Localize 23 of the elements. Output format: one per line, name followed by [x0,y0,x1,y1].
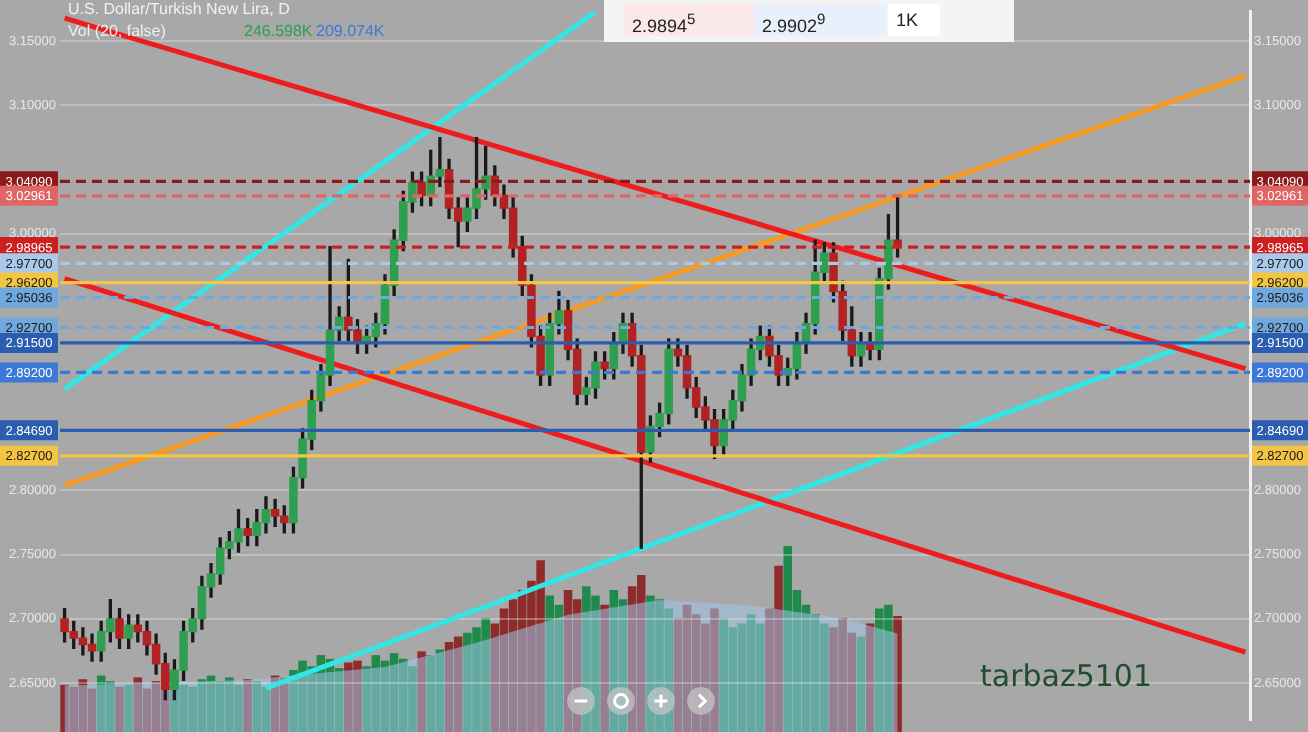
bar [856,636,866,732]
bar [133,677,143,732]
annotation: 209.074K [316,22,385,42]
bar [380,660,390,732]
bar [124,684,133,732]
bar [206,675,216,732]
price-field: 2.9894$^{5}$ [624,4,756,36]
bar [252,681,262,732]
bar [417,651,426,732]
bar [243,679,252,732]
bar [600,604,609,732]
bar [865,623,875,732]
price-field: 1K [888,4,940,36]
bar [261,686,271,732]
annotation: tarbaz5101 [980,658,1153,694]
annotation: Vol (20, false) [68,22,166,42]
price-field: 2.9902$^{9}$ [754,4,886,36]
bar [453,636,463,732]
chart-title: U.S. Dollar/Turkish New Lira, D [68,0,291,19]
bar [115,686,124,732]
bar [893,616,902,732]
annotation: 246.598K [244,22,313,42]
bar [444,642,454,732]
